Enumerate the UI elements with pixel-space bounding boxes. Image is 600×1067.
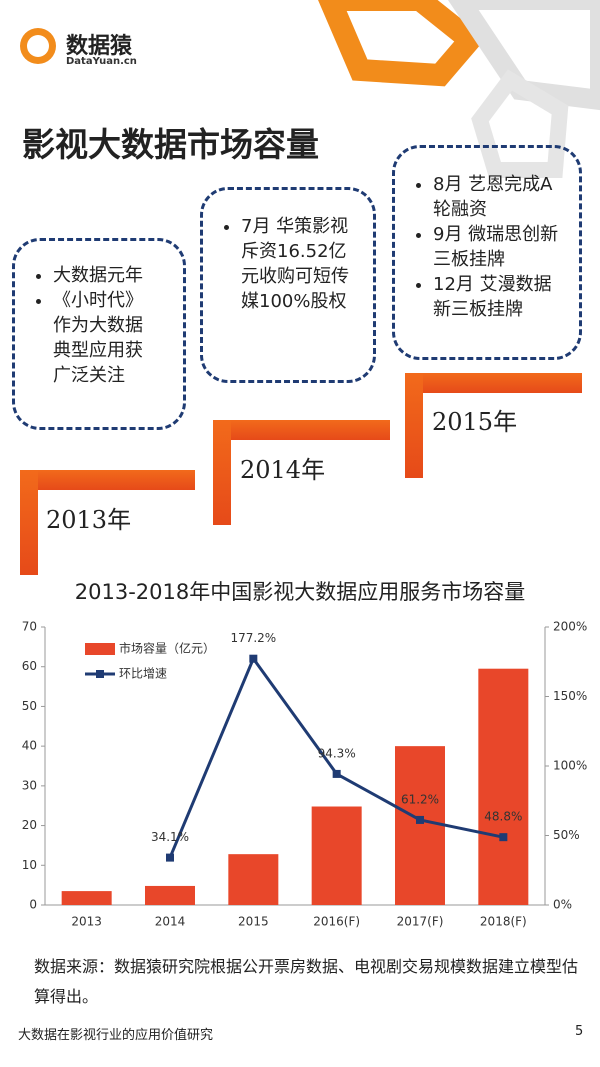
step (213, 420, 231, 525)
x-tick-label: 2013 (71, 915, 102, 929)
point (249, 654, 258, 663)
note-item: 8月 艺恩完成A轮融资 (433, 172, 561, 222)
chart-title: 2013-2018年中国影视大数据应用服务市场容量 (75, 580, 525, 604)
data-label: 94.3% (318, 746, 356, 760)
note-item: 9月 微瑞思创新三板挂牌 (433, 222, 561, 272)
legend-swatch (85, 643, 115, 655)
year-label: 2015年 (432, 408, 518, 436)
legend-label: 市场容量（亿元） (119, 641, 215, 656)
note-item: 《小时代》作为大数据典型应用获广泛关注 (53, 288, 153, 388)
step (405, 373, 582, 393)
note-box: 大数据元年《小时代》作为大数据典型应用获广泛关注 (12, 238, 186, 430)
bar (395, 746, 445, 905)
data-label: 48.8% (484, 810, 522, 824)
x-tick-label: 2014 (155, 915, 186, 929)
y2-tick-label: 50% (553, 828, 580, 842)
year-label: 2014年 (240, 456, 326, 484)
decoration (20, 0, 600, 178)
y-tick-label: 30 (22, 778, 37, 792)
x-tick-label: 2015 (238, 915, 269, 929)
note-item: 7月 华策影视斥资16.52亿元收购可短传媒100%股权 (241, 214, 359, 314)
x-tick-label: 2017(F) (397, 915, 444, 929)
note-box: 8月 艺恩完成A轮融资9月 微瑞思创新三板挂牌12月 艾漫数据新三板挂牌 (392, 145, 582, 360)
legend-swatch (96, 670, 104, 678)
point (166, 853, 174, 862)
y2-tick-label: 0% (553, 898, 572, 912)
point (332, 769, 341, 778)
y-tick-label: 20 (22, 818, 37, 832)
note-box: 7月 华策影视斥资16.52亿元收购可短传媒100%股权 (200, 187, 376, 383)
bar (145, 885, 195, 905)
footer-text: 大数据在影视行业的应用价值研究 (18, 1028, 214, 1043)
chart: 2013-2018年中国影视大数据应用服务市场容量 0 10 20 30 40 50 60 7… (22, 580, 588, 929)
step (405, 373, 423, 478)
y-tick-label: 60 (22, 659, 37, 673)
data-label: 177.2% (230, 631, 276, 645)
step (20, 470, 195, 490)
bar (478, 668, 529, 905)
step (20, 470, 38, 575)
y2-tick-label: 150% (553, 689, 587, 703)
y-tick-label: 10 (22, 858, 37, 872)
bar (61, 891, 112, 905)
y-tick-label: 50 (22, 699, 37, 713)
bar (228, 854, 279, 905)
page-number: 5 (575, 1024, 584, 1039)
y-tick-label: 40 (22, 739, 37, 753)
point (416, 815, 424, 824)
step (213, 420, 390, 440)
data-label: 61.2% (401, 792, 439, 806)
note-item: 12月 艾漫数据新三板挂牌 (433, 272, 561, 322)
data-label: 34.1% (151, 830, 189, 844)
point (499, 833, 508, 842)
y2-tick-label: 200% (553, 620, 587, 634)
x-tick-label: 2018(F) (480, 915, 527, 929)
x-tick-label: 2016(F) (313, 915, 360, 929)
year-label: 2013年 (46, 506, 132, 534)
note-item: 大数据元年 (53, 263, 153, 288)
y-tick-label: 70 (22, 620, 37, 634)
y-tick-label: 0 (29, 898, 37, 912)
y2-tick-label: 100% (553, 759, 587, 773)
bar (311, 806, 362, 905)
source-note: 数据来源：数据猿研究院根据公开票房数据、电视剧交易规模数据建立模型估算得出。 (34, 957, 579, 1006)
page-title: 影视大数据市场容量 (22, 125, 319, 164)
logo-name: 数据猿 (66, 34, 133, 59)
legend-label: 环比增速 (119, 667, 167, 681)
logo-url: DataYuan.cn (66, 56, 137, 67)
